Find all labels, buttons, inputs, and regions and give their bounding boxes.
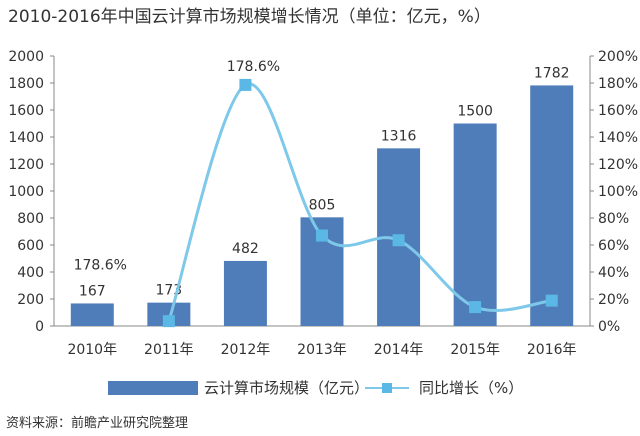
chart-title: 2010-2016年中国云计算市场规模增长情况（单位：亿元，%） (8, 7, 491, 27)
x-tick-label: 2016年 (527, 342, 577, 358)
legend-square-marker-icon (382, 382, 392, 393)
growth-marker-4 (469, 301, 482, 314)
x-tick-label: 2015年 (450, 342, 500, 358)
y-left-tick-label: 1000 (8, 184, 44, 200)
growth-marker-3 (392, 234, 405, 247)
y-right-tick-label: 60% (598, 238, 629, 254)
x-tick-label: 2013年 (297, 342, 347, 358)
legend-line-label: 同比增长（%） (419, 379, 524, 397)
x-tick-label: 2014年 (374, 342, 424, 358)
legend-bar-swatch (108, 380, 198, 395)
y-right-tick-label: 20% (598, 292, 629, 308)
bar-5 (453, 123, 497, 326)
growth-marker-1 (239, 78, 252, 91)
chart-plot: 0 200 400 600 800 1000 1200 1400 1600 1800 2000 0% 2… (8, 49, 638, 358)
y-right-tick-label: 200% (598, 49, 638, 65)
x-tick-label: 2012年 (221, 342, 271, 358)
bar-value-label: 805 (309, 197, 336, 213)
annotation-label: 178.6% (227, 59, 280, 75)
y-left-tick-label: 1800 (8, 76, 44, 92)
bar-2 (223, 260, 267, 326)
y-right-tick-label: 0% (598, 319, 620, 335)
y-right-tick-label: 100% (598, 184, 638, 200)
x-tick-label: 2011年 (144, 342, 194, 358)
bar-value-label: 482 (232, 241, 259, 257)
growth-marker-5 (545, 294, 558, 307)
legend-item-bar: 云计算市场规模（亿元） (108, 377, 369, 398)
bar-value-label: 1500 (457, 104, 493, 120)
y-left-tick-label: 200 (17, 292, 44, 308)
y-right-tick-label: 120% (598, 157, 638, 173)
bar-0 (70, 303, 114, 326)
legend-line-swatch (365, 381, 409, 395)
y-left-tick-label: 800 (17, 211, 44, 227)
y-right-tick-label: 140% (598, 130, 638, 146)
growth-marker-0 (162, 315, 175, 328)
source-note: 资料来源：前瞻产业研究院整理 (6, 416, 189, 431)
growth-marker-2 (316, 229, 328, 242)
y-left-tick-label: 600 (17, 238, 44, 254)
bar-value-label: 1782 (534, 65, 570, 81)
y-left-tick-label: 400 (17, 265, 44, 281)
y-left-tick-label: 1400 (8, 130, 44, 146)
legend: 云计算市场规模（亿元） 同比增长（%） (0, 377, 640, 399)
bar-1 (147, 302, 191, 326)
y-right-tick-label: 160% (598, 103, 638, 119)
y-left-tick-label: 1600 (8, 103, 44, 119)
y-right-tick-label: 180% (598, 76, 638, 92)
bar-value-label: 1316 (381, 128, 417, 144)
y-right-tick-label: 80% (598, 211, 629, 227)
x-tick-label: 2010年 (67, 342, 117, 358)
legend-item-line: 同比增长（%） (365, 377, 523, 398)
bar-6 (530, 85, 574, 327)
y-left-tick-label: 1200 (8, 157, 44, 173)
y-left-tick-label: 0 (35, 319, 44, 335)
bar-value-label: 167 (79, 283, 106, 299)
y-left-tick-label: 2000 (8, 49, 44, 65)
legend-bar-label: 云计算市场规模（亿元） (204, 379, 370, 397)
y-right-tick-label: 40% (598, 265, 629, 281)
annotation-label: 178.6% (74, 257, 127, 273)
